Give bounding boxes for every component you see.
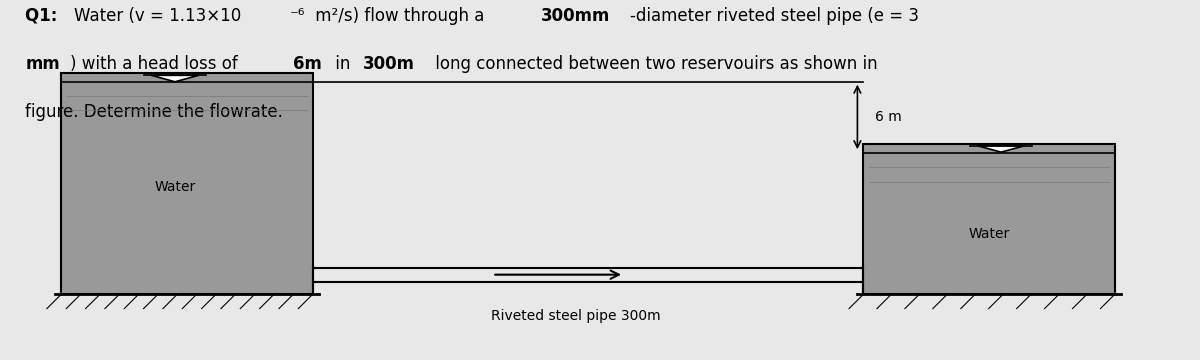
Text: Water: Water [968, 226, 1009, 240]
Text: 300m: 300m [362, 55, 415, 73]
Text: figure. Determine the flowrate.: figure. Determine the flowrate. [25, 103, 283, 121]
Text: 6m: 6m [293, 55, 322, 73]
Text: ⁻⁶: ⁻⁶ [289, 7, 305, 25]
Text: ) with a head loss of: ) with a head loss of [70, 55, 244, 73]
Text: long connected between two reservouirs as shown in: long connected between two reservouirs a… [430, 55, 877, 73]
Text: Riveted steel pipe 300m: Riveted steel pipe 300m [491, 309, 661, 323]
Text: Water: Water [155, 180, 196, 194]
Text: -diameter riveted steel pipe (e = 3: -diameter riveted steel pipe (e = 3 [630, 7, 919, 25]
Text: Water (v = 1.13×10: Water (v = 1.13×10 [74, 7, 241, 25]
Polygon shape [151, 75, 199, 82]
Bar [61, 73, 313, 294]
Text: m²/s) flow through a: m²/s) flow through a [310, 7, 490, 25]
Text: Q1:: Q1: [25, 7, 64, 25]
Text: 300mm: 300mm [541, 7, 610, 25]
Bar [863, 144, 1115, 294]
Text: mm: mm [25, 55, 60, 73]
Text: 6 m: 6 m [875, 110, 902, 124]
Text: in: in [330, 55, 355, 73]
Polygon shape [977, 146, 1025, 152]
